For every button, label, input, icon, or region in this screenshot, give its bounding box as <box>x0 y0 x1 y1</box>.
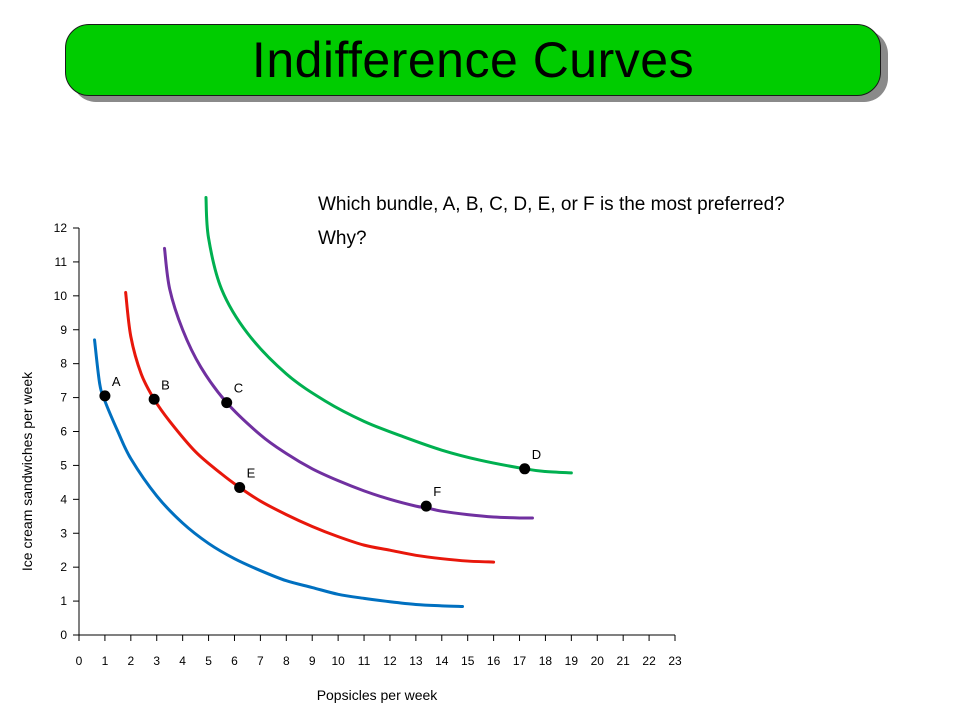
y-tick-label: 8 <box>60 357 67 371</box>
bundle-label-c: C <box>234 381 243 396</box>
y-tick-label: 4 <box>60 492 67 506</box>
x-tick-label: 22 <box>642 654 656 668</box>
x-tick-label: 3 <box>153 654 160 668</box>
page-title: Indifference Curves <box>251 32 695 88</box>
x-tick-label: 15 <box>461 654 475 668</box>
x-tick-label: 20 <box>591 654 605 668</box>
y-tick-label: 5 <box>60 458 67 472</box>
chart-axes: 0 1 2 3 4 5 6 7 8 9 10 11 12 13 14 15 16 17 18 19 20 21 22 2301… <box>54 221 682 668</box>
x-tick-label: 9 <box>309 654 316 668</box>
bundle-label-e: E <box>247 465 256 480</box>
x-tick-label: 5 <box>205 654 212 668</box>
bundle-label-a: A <box>112 374 121 389</box>
x-axis-title: Popsicles per week <box>317 687 439 703</box>
bundle-point-f <box>420 500 432 512</box>
y-tick-label: 12 <box>54 221 68 235</box>
x-tick-label: 19 <box>565 654 579 668</box>
x-tick-label: 2 <box>127 654 134 668</box>
y-tick-label: 0 <box>60 628 67 642</box>
x-tick-label: 8 <box>283 654 290 668</box>
bundle-label-d: D <box>532 447 541 462</box>
y-tick-label: 1 <box>60 594 67 608</box>
y-tick-label: 7 <box>60 391 67 405</box>
x-tick-label: 1 <box>102 654 109 668</box>
y-tick-label: 2 <box>60 560 67 574</box>
bundle-point-a <box>99 390 111 402</box>
y-tick-label: 11 <box>55 255 68 269</box>
x-tick-label: 17 <box>513 654 527 668</box>
indifference-curve-3 <box>163 246 534 520</box>
bundle-point-c <box>221 397 233 409</box>
bundle-point-b <box>148 393 160 405</box>
x-tick-label: 16 <box>487 654 501 668</box>
indifference-curve-4 <box>204 195 573 475</box>
question-text: Which bundle, A, B, C, D, E, or F is the… <box>318 188 785 256</box>
chart-curves <box>93 195 573 609</box>
chart-points: A B C D E F <box>99 374 541 512</box>
y-tick-label: 6 <box>60 425 67 439</box>
bundle-label-b: B <box>161 377 170 392</box>
x-tick-label: 7 <box>257 654 264 668</box>
x-tick-label: 10 <box>331 654 345 668</box>
x-tick-label: 6 <box>231 654 238 668</box>
bundle-point-d <box>519 463 531 475</box>
bundle-label-f: F <box>433 484 441 499</box>
title-banner: Indifference Curves <box>65 24 881 96</box>
x-tick-label: 12 <box>383 654 397 668</box>
y-tick-label: 9 <box>60 323 67 337</box>
x-tick-label: 14 <box>435 654 449 668</box>
x-tick-label: 4 <box>179 654 186 668</box>
y-tick-label: 10 <box>54 289 68 303</box>
x-tick-label: 18 <box>539 654 553 668</box>
question-line-1: Which bundle, A, B, C, D, E, or F is the… <box>318 194 785 215</box>
x-tick-label: 23 <box>668 654 682 668</box>
x-tick-label: 11 <box>358 654 371 668</box>
x-tick-label: 0 <box>76 654 83 668</box>
y-axis-title: Ice cream sandwiches per week <box>19 371 35 571</box>
x-tick-label: 21 <box>616 654 630 668</box>
bundle-point-e <box>234 481 246 493</box>
question-line-2: Why? <box>318 228 367 249</box>
indifference-curve-1 <box>93 338 465 609</box>
x-tick-label: 13 <box>409 654 423 668</box>
y-tick-label: 3 <box>60 526 67 540</box>
